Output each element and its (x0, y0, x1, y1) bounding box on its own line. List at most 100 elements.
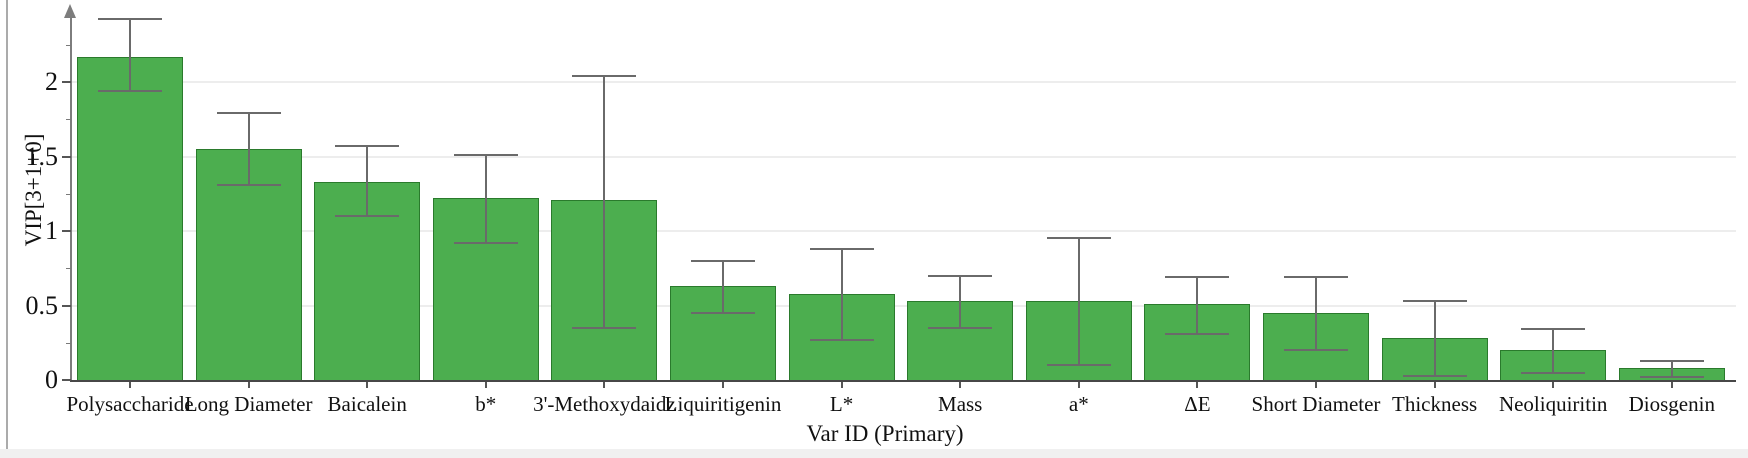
x-tick-label: Thickness (1392, 392, 1478, 416)
gridline (71, 155, 1736, 158)
x-tick (603, 382, 606, 388)
x-tick-label: Polysaccharide (66, 392, 194, 416)
x-tick-label: b* (475, 392, 497, 416)
error-bar-cap-top (928, 274, 993, 277)
error-bar-stem (247, 113, 250, 185)
error-bar-cap-bottom (216, 183, 281, 186)
x-tick (1077, 382, 1080, 388)
x-tick-label: Baicalein (327, 392, 407, 416)
error-bar-cap-top (1165, 276, 1230, 279)
error-bar-cap-top (453, 154, 518, 156)
y-axis-title: VIP[3+1+0] (21, 133, 46, 247)
x-tick (1196, 382, 1199, 388)
error-bar-cap-bottom (928, 326, 993, 329)
error-bar-stem (1077, 238, 1080, 366)
error-bar-cap-top (1521, 328, 1586, 331)
x-tick-label: Short Diameter (1251, 392, 1381, 416)
y-tick-major (62, 155, 71, 158)
gridline (71, 230, 1736, 232)
error-bar-cap-bottom (335, 215, 400, 218)
left-frame-line (6, 0, 8, 450)
x-tick-label: Neoliquiritin (1498, 392, 1608, 416)
error-bar-stem (129, 19, 131, 91)
gridline (71, 81, 1736, 83)
y-tick-minor (66, 119, 71, 121)
y-axis-arrow-icon (64, 4, 76, 18)
error-bar-cap-bottom (1046, 364, 1111, 367)
x-axis-title: Var ID (Primary) (806, 421, 964, 446)
error-bar-stem (840, 248, 843, 340)
error-bar-cap-bottom (1165, 332, 1230, 335)
error-bar-stem (1433, 301, 1436, 376)
bar (195, 149, 302, 380)
y-tick-minor (66, 342, 71, 344)
x-tick (1433, 382, 1436, 388)
x-tick-label: Liquiritigenin (664, 392, 782, 416)
gridline (71, 304, 1736, 307)
x-tick-label: Mass (938, 392, 983, 416)
error-bar-cap-bottom (98, 89, 162, 92)
error-bar-cap-bottom (1402, 374, 1467, 377)
error-bar-cap-top (1284, 276, 1348, 279)
x-tick (1670, 382, 1673, 388)
y-tick-label: 2 (45, 67, 58, 96)
error-bar-cap-top (691, 259, 755, 262)
error-bar-cap-top (572, 75, 637, 78)
x-axis-line (70, 380, 1736, 382)
x-tick (247, 382, 250, 388)
y-tick-major (62, 304, 71, 307)
error-bar-cap-top (1639, 359, 1704, 362)
error-bar-stem (603, 76, 606, 328)
error-bar-cap-top (216, 112, 281, 115)
x-tick-label: ΔE (1184, 392, 1211, 416)
x-tick (959, 382, 962, 388)
error-bar-cap-top (335, 145, 400, 148)
x-tick-label: Diosgenin (1628, 392, 1715, 416)
error-bar-stem (366, 146, 369, 217)
error-bar-cap-top (1046, 237, 1111, 240)
y-tick-minor (66, 193, 71, 195)
x-tick (129, 382, 131, 388)
error-bar-cap-bottom (453, 241, 518, 244)
x-tick (1552, 382, 1555, 388)
x-tick (366, 382, 369, 388)
x-tick-label: L* (829, 392, 854, 416)
y-tick-label: 0 (45, 365, 58, 394)
error-bar-cap-bottom (691, 311, 755, 314)
error-bar-cap-bottom (1284, 349, 1348, 352)
error-bar-cap-bottom (1639, 376, 1704, 379)
error-bar-stem (722, 260, 724, 313)
bar (77, 56, 183, 380)
error-bar-cap-bottom (809, 338, 874, 341)
x-tick-label: a* (1068, 392, 1089, 416)
x-tick (1315, 382, 1317, 388)
bottom-margin-strip (0, 449, 1748, 458)
error-bar-stem (1196, 277, 1199, 334)
x-tick (722, 382, 724, 388)
y-tick-label: 1 (45, 216, 58, 245)
y-axis-line (70, 16, 72, 382)
x-tick-label: Long Diameter (184, 392, 313, 416)
error-bar-stem (1315, 277, 1317, 351)
x-tick (484, 382, 487, 388)
error-bar-stem (484, 155, 487, 243)
error-bar-cap-bottom (572, 326, 637, 329)
error-bar-stem (1670, 360, 1673, 377)
error-bar-cap-top (809, 247, 874, 250)
y-tick-minor (66, 44, 71, 46)
y-tick-major (62, 81, 71, 83)
y-tick-minor (66, 268, 71, 270)
x-tick (840, 382, 843, 388)
y-tick-major (62, 379, 71, 381)
error-bar-stem (959, 275, 962, 328)
error-bar-cap-bottom (1521, 371, 1586, 374)
error-bar-stem (1552, 329, 1555, 373)
error-bar-cap-top (98, 18, 162, 21)
x-tick-label: 3'-Methoxydaidz (533, 392, 676, 416)
y-tick-major (62, 230, 71, 232)
y-tick-label: 1.5 (25, 141, 59, 171)
error-bar-cap-top (1402, 300, 1467, 303)
y-tick-label: 0.5 (25, 290, 59, 320)
